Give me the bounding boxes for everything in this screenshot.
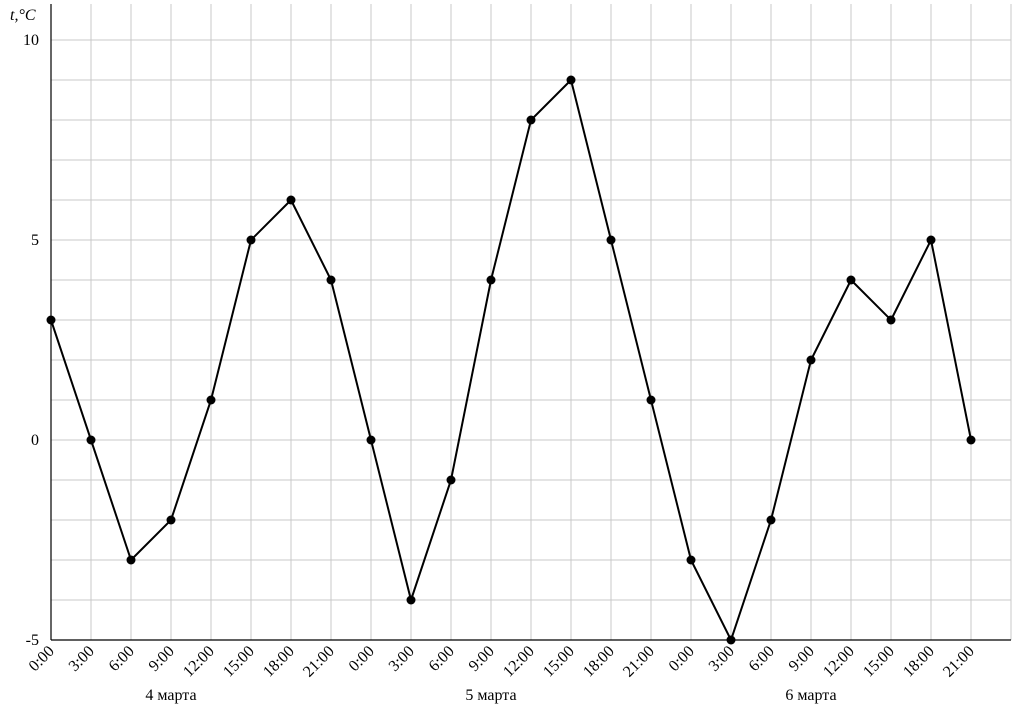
data-point xyxy=(46,315,56,325)
x-tick-label: 3:00 xyxy=(386,643,418,675)
data-point xyxy=(606,235,616,245)
x-tick-label: 18:00 xyxy=(900,643,938,681)
data-point xyxy=(966,435,976,445)
x-tick-label: 9:00 xyxy=(146,643,178,675)
data-point xyxy=(286,195,296,205)
x-tick-label: 6:00 xyxy=(106,643,138,675)
y-axis-label: t,°C xyxy=(10,7,36,24)
data-point xyxy=(646,395,656,405)
data-point xyxy=(446,475,456,485)
x-tick-label: 15:00 xyxy=(540,643,578,681)
x-tick-label: 18:00 xyxy=(580,643,618,681)
x-tick-label: 3:00 xyxy=(66,643,98,675)
x-tick-label: 6:00 xyxy=(746,643,778,675)
y-tick-label: 0 xyxy=(31,432,39,449)
data-point xyxy=(846,275,856,285)
data-point xyxy=(726,635,736,645)
data-point xyxy=(86,435,96,445)
x-tick-label: 15:00 xyxy=(860,643,898,681)
data-point xyxy=(206,395,216,405)
data-point xyxy=(326,275,336,285)
x-tick-label: 0:00 xyxy=(346,643,378,675)
x-tick-label: 12:00 xyxy=(180,643,218,681)
x-tick-label: 6:00 xyxy=(426,643,458,675)
x-tick-label: 0:00 xyxy=(666,643,698,675)
x-tick-label: 21:00 xyxy=(620,643,658,681)
data-point xyxy=(806,355,816,365)
data-point xyxy=(766,515,776,525)
data-point xyxy=(686,555,696,565)
x-tick-label: 9:00 xyxy=(786,643,818,675)
data-point xyxy=(166,515,176,525)
data-point xyxy=(526,115,536,125)
x-tick-label: 21:00 xyxy=(940,643,978,681)
data-point xyxy=(886,315,896,325)
x-tick-label: 3:00 xyxy=(706,643,738,675)
y-tick-label: 5 xyxy=(31,232,39,249)
x-tick-label: 12:00 xyxy=(500,643,538,681)
day-label: 5 марта xyxy=(465,687,516,704)
day-label: 6 марта xyxy=(785,687,836,704)
data-point xyxy=(566,75,576,85)
x-tick-label: 9:00 xyxy=(466,643,498,675)
x-tick-label: 12:00 xyxy=(820,643,858,681)
data-point xyxy=(126,555,136,565)
data-point xyxy=(926,235,936,245)
data-point xyxy=(486,275,496,285)
y-tick-label: -5 xyxy=(26,632,39,649)
data-point xyxy=(406,595,416,605)
data-line xyxy=(50,78,972,643)
x-tick-label: 15:00 xyxy=(220,643,258,681)
data-point xyxy=(246,235,256,245)
data-point xyxy=(366,435,376,445)
x-tick-label: 18:00 xyxy=(260,643,298,681)
day-label: 4 марта xyxy=(145,687,196,704)
y-tick-label: 10 xyxy=(23,32,39,49)
x-tick-label: 21:00 xyxy=(300,643,338,681)
